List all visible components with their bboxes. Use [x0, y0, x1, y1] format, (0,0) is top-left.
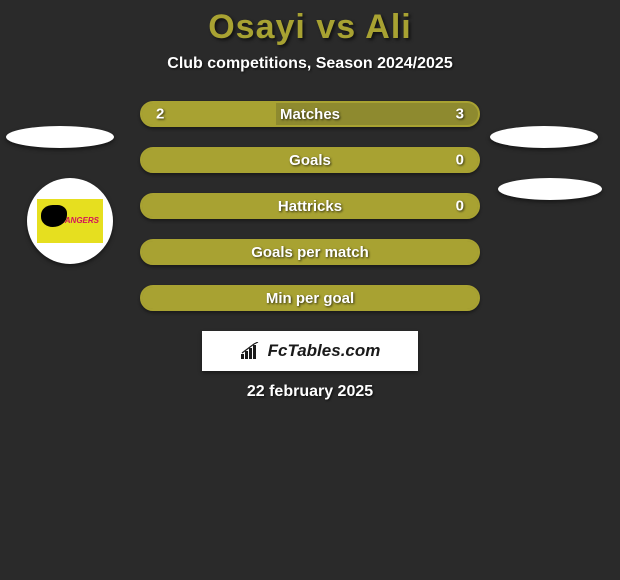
brand-label: FcTables.com [240, 341, 381, 361]
stat-row: Hattricks 0 [140, 193, 480, 219]
stat-value-right: 0 [456, 152, 464, 169]
title: Osayi vs Ali [0, 8, 620, 47]
stat-row: Goals 0 [140, 147, 480, 173]
club-badge: RANGERS [27, 178, 113, 264]
brand-box[interactable]: FcTables.com [202, 331, 418, 371]
stat-label: Min per goal [266, 290, 354, 307]
club-badge-inner: RANGERS [37, 199, 103, 243]
subtitle: Club competitions, Season 2024/2025 [0, 55, 620, 73]
stat-label: Goals [289, 152, 331, 169]
stat-label: Hattricks [278, 198, 342, 215]
stat-value-right: 0 [456, 198, 464, 215]
stat-row: 2 Matches 3 [140, 101, 480, 127]
stat-label: Goals per match [251, 244, 369, 261]
player-ellipse [490, 126, 598, 148]
player-ellipse [498, 178, 602, 200]
stat-row: Min per goal [140, 285, 480, 311]
date-text: 22 february 2025 [0, 383, 620, 401]
stat-value-left: 2 [156, 106, 164, 123]
stat-row: Goals per match [140, 239, 480, 265]
bars-icon [240, 342, 264, 360]
player-ellipse [6, 126, 114, 148]
brand-text: FcTables.com [268, 341, 381, 361]
stat-label: Matches [280, 106, 340, 123]
stat-value-right: 3 [456, 106, 464, 123]
